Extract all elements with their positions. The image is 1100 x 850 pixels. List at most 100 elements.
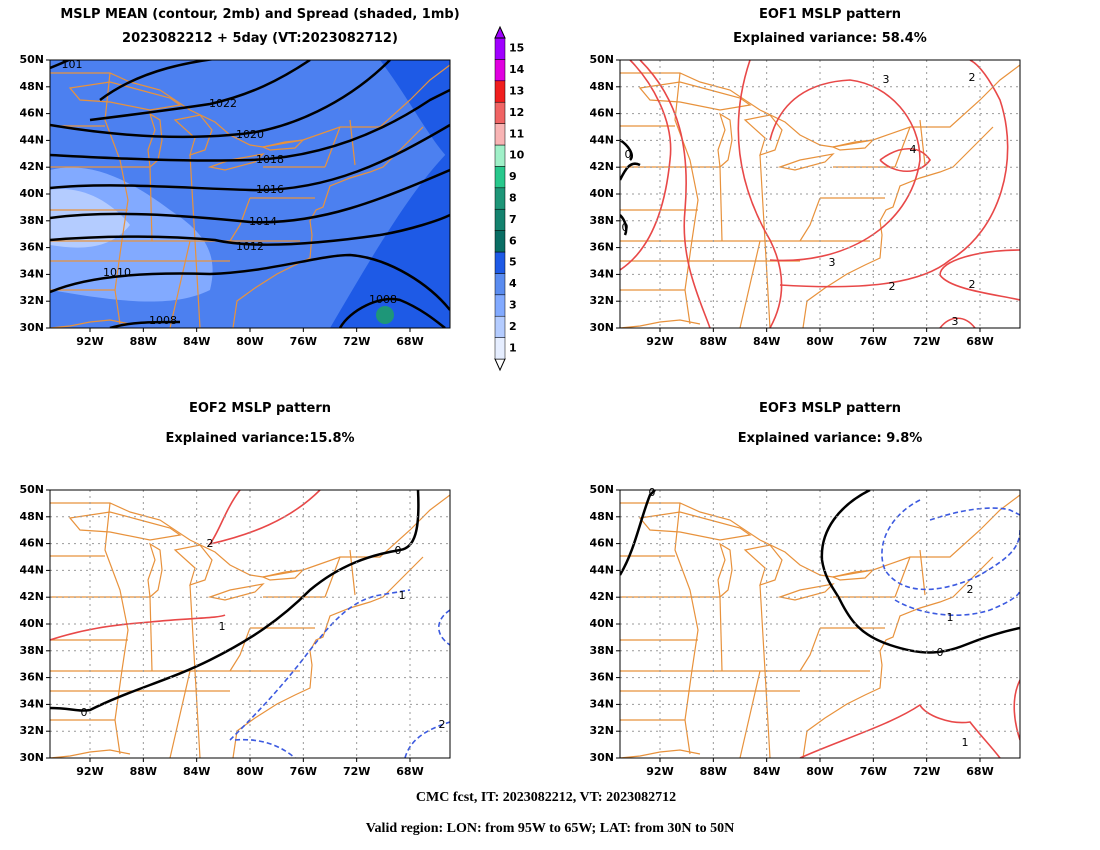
contour-label: 4 <box>910 143 917 156</box>
footer-line: CMC fcst, IT: 2023082212, VT: 2023082712 <box>416 790 676 805</box>
panel: 2 1 0 0 1 2 30N 32N 34N 36N 38N 40N 42N 44N 46N 4… <box>19 483 451 778</box>
contour-label: 101 <box>62 58 83 71</box>
lat-tick-label: 32N <box>19 724 44 737</box>
lat-tick-label: 36N <box>19 671 44 684</box>
contour-label: 2 <box>969 71 976 84</box>
contour <box>99 60 216 102</box>
lat-tick-label: 30N <box>19 751 44 764</box>
contour-label: 2 <box>969 278 976 291</box>
lat-tick-label: 48N <box>19 80 44 93</box>
contour-label: 1 <box>962 736 969 749</box>
lat-tick-label: 34N <box>589 697 614 710</box>
colorbar-label: 13 <box>509 85 524 98</box>
contour-label: 1 <box>219 620 226 633</box>
colorbar-label: 11 <box>509 127 524 140</box>
lat-tick-label: 42N <box>589 590 614 603</box>
footer-line: Valid region: LON: from 95W to 65W; LAT:… <box>366 821 735 836</box>
colorbar-cell <box>494 80 506 103</box>
lat-tick-label: 40N <box>19 617 44 630</box>
lon-tick-label: 84W <box>183 335 210 348</box>
contour <box>50 168 450 224</box>
colorbar-extension <box>494 358 506 372</box>
lat-tick-label: 32N <box>19 294 44 307</box>
contour <box>404 721 450 758</box>
contour-labels: 0 0 3 2 4 3 2 2 3 <box>622 71 976 328</box>
contour-label: 0 <box>937 646 944 659</box>
spread-shading <box>290 60 450 328</box>
contour-label: 3 <box>829 256 836 269</box>
contour-label: 1008 <box>149 314 177 327</box>
contour-label: 1010 <box>103 266 131 279</box>
colorbar-label: 6 <box>509 234 517 247</box>
contour <box>437 609 450 646</box>
contour <box>208 490 321 546</box>
colorbar-cell <box>494 208 506 231</box>
panel-title: EOF1 MSLP pattern <box>759 7 901 22</box>
lon-tick-label: 68W <box>396 765 423 778</box>
lon-tick-label: 76W <box>860 765 887 778</box>
contour-label: 2 <box>889 280 896 293</box>
contour-label: 1008 <box>369 293 397 306</box>
plot-area <box>50 490 450 758</box>
lat-tick-label: 50N <box>589 53 614 66</box>
contour-label: 1016 <box>256 183 284 196</box>
contour-label: 1014 <box>249 215 277 228</box>
colorbar-label: 5 <box>509 256 517 269</box>
plot-area <box>50 60 450 328</box>
lat-tick-label: 50N <box>19 483 44 496</box>
contour-label: 1020 <box>236 128 264 141</box>
contour-label: 1018 <box>256 153 284 166</box>
contour <box>50 60 391 139</box>
contour <box>881 499 1020 591</box>
contour-label: 2 <box>967 583 974 596</box>
lat-tick-label: 42N <box>589 160 614 173</box>
contour <box>929 507 1020 521</box>
colorbar-cell <box>494 144 506 167</box>
contour <box>50 253 450 311</box>
colorbar-cell <box>494 37 506 60</box>
contour-label: 2 <box>207 537 214 550</box>
colorbar-cell <box>494 315 506 338</box>
lat-tick-label: 38N <box>19 214 44 227</box>
panel-title: EOF3 MSLP pattern <box>759 401 901 416</box>
lat-tick-label: 36N <box>589 671 614 684</box>
lat-tick-label: 40N <box>589 617 614 630</box>
lon-tick-label: 88W <box>130 765 157 778</box>
colorbar-label: 4 <box>509 277 517 290</box>
lon-tick-label: 80W <box>806 335 833 348</box>
lat-tick-label: 46N <box>19 107 44 120</box>
contour <box>639 60 711 328</box>
contour <box>338 297 446 328</box>
lat-tick-label: 34N <box>589 267 614 280</box>
lon-tick-label: 80W <box>236 335 263 348</box>
lon-tick-label: 92W <box>646 335 673 348</box>
colorbar-cell <box>494 59 506 82</box>
colorbar-cell <box>494 166 506 189</box>
contour <box>620 490 656 576</box>
contour-labels: 101 1022 1020 1018 1016 1014 1012 1010 1… <box>62 58 398 327</box>
lat-tick-label: 38N <box>589 644 614 657</box>
lat-tick-label: 40N <box>589 187 614 200</box>
lat-tick-label: 44N <box>589 133 614 146</box>
contour-label: 1022 <box>209 97 237 110</box>
lon-tick-label: 88W <box>700 765 727 778</box>
panel-title: MSLP MEAN (contour, 2mb) and Spread (sha… <box>60 7 459 22</box>
colorbar-label: 8 <box>509 192 517 205</box>
colorbar-label: 15 <box>509 42 524 55</box>
colorbar-label: 9 <box>509 170 517 183</box>
contour <box>1013 679 1020 741</box>
lat-tick-label: 40N <box>19 187 44 200</box>
lon-tick-label: 68W <box>396 335 423 348</box>
lat-tick-label: 42N <box>19 160 44 173</box>
contour-label: 1 <box>947 611 954 624</box>
colorbar-label: 7 <box>509 213 517 226</box>
lat-tick-label: 30N <box>589 321 614 334</box>
contour <box>109 320 181 328</box>
contour <box>620 60 672 271</box>
contour <box>620 138 641 181</box>
contour <box>50 614 226 641</box>
contour-label: 1012 <box>236 240 264 253</box>
lat-tick-label: 48N <box>589 80 614 93</box>
contour-label: 3 <box>883 73 890 86</box>
